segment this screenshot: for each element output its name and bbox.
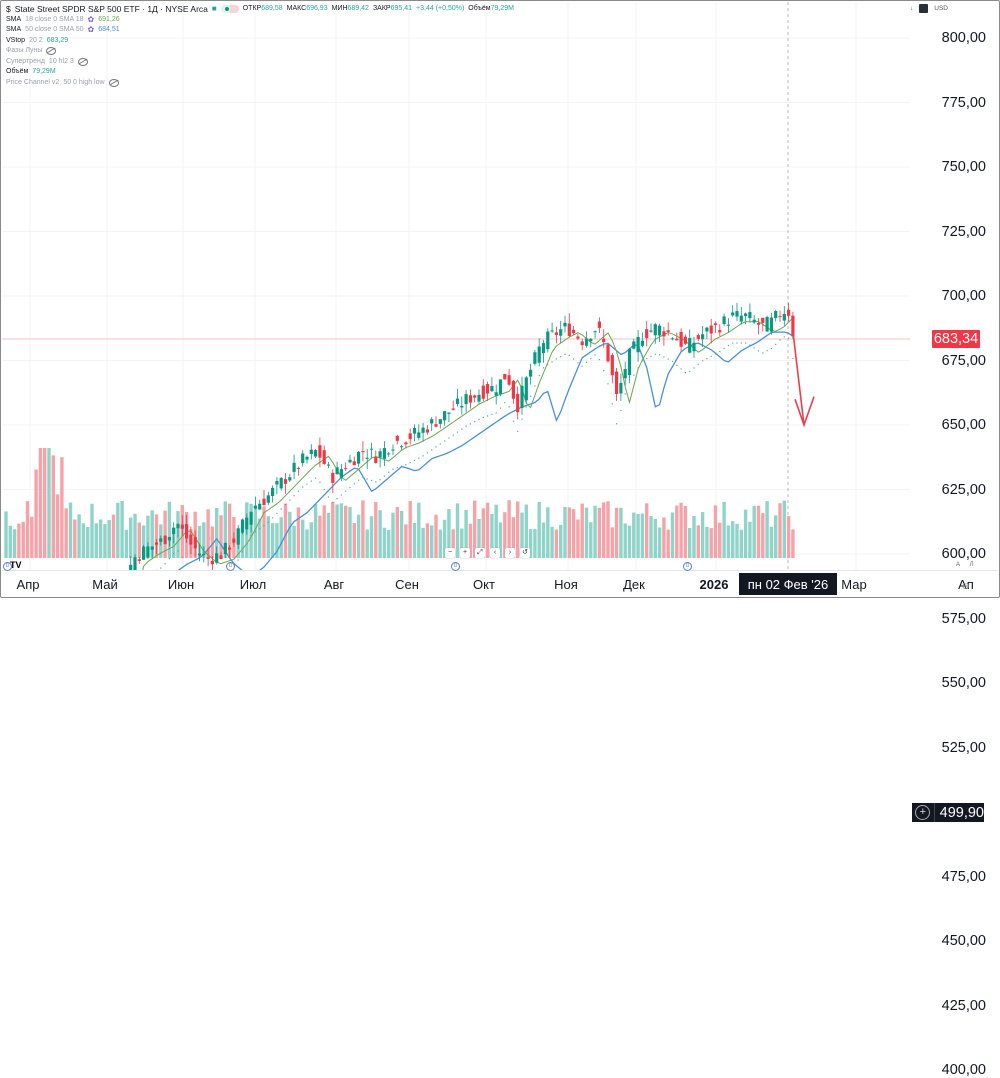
time-axis-label: Май [92, 577, 117, 592]
add-alert-button[interactable]: + [912, 803, 935, 822]
indicator-name: Объём [6, 67, 28, 78]
price-axis-label: 550,00 [942, 675, 986, 691]
indicator-name: Фазы Луны [6, 46, 42, 57]
time-axis-label: Авг [324, 577, 344, 592]
price-axis-label: 450,00 [942, 933, 986, 949]
hidden-eye-icon[interactable] [46, 47, 56, 55]
close-label: ЗАКР [373, 4, 391, 15]
hidden-eye-icon[interactable] [109, 79, 119, 87]
scroll-right-button[interactable]: › [505, 548, 515, 558]
time-axis-label: Сен [395, 577, 419, 592]
high-value: 696,93 [306, 4, 327, 15]
indicator-value: 684,51 [98, 25, 119, 36]
indicator-volume[interactable]: Объём 79,29M [6, 67, 514, 78]
volume-value: 79,29M [491, 4, 514, 15]
indicator-moon-phases[interactable]: Фазы Луны [6, 46, 514, 57]
time-axis-label: 2026 [700, 577, 729, 592]
reset-chart-button[interactable]: ↺ [520, 548, 530, 558]
indicator-params: 18 close 0 SMA 18 [25, 15, 83, 26]
open-value: 689,58 [261, 4, 282, 15]
high-label: МАКС [287, 4, 307, 15]
close-value: 695,41 [391, 4, 412, 15]
zoom-in-button[interactable]: + [460, 548, 470, 558]
dividend-marker-icon[interactable]: D [451, 562, 460, 571]
price-axis-label: 775,00 [942, 95, 986, 111]
price-axis-label: 675,00 [942, 353, 986, 369]
crosshair-price-value: 499,90 [935, 805, 984, 821]
indicator-params: 10 hl2 3 [49, 57, 74, 68]
price-axis-label: 800,00 [942, 30, 986, 46]
low-label: МИН [332, 4, 348, 15]
price-axis-label: 575,00 [942, 611, 986, 627]
indicator-value: 79,29M [32, 67, 55, 78]
time-axis-label: Апр [17, 577, 40, 592]
price-axis[interactable]: 800,00 775,00 750,00 725,00 700,00 675,00 650,… [912, 0, 998, 570]
chart-navigation: −+ ⤢ ‹ › ↺ [445, 548, 530, 558]
dividend-marker-icon[interactable]: D [3, 562, 12, 571]
dividend-marker-icon[interactable]: D [683, 562, 692, 571]
crosshair-date-tag: пн 02 Фев '26 [739, 573, 837, 595]
indicator-price-channel[interactable]: Price Channel v2 50 0 high low [6, 78, 514, 89]
volume-label: Объём [468, 4, 490, 15]
time-axis-label: Июн [168, 577, 194, 592]
last-price-tag: 683,34 [932, 330, 980, 348]
indicator-name: Супертренд [6, 57, 45, 68]
settings-gear-icon[interactable]: ✿ [88, 25, 95, 36]
price-axis-label: 525,00 [942, 740, 986, 756]
indicator-sma18[interactable]: SMA 18 close 0 SMA 18 ✿ 691,26 [6, 15, 514, 26]
price-axis-label: 400,00 [942, 1062, 986, 1078]
settings-icon[interactable]: ◎ [962, 581, 969, 590]
price-axis-label: 625,00 [942, 482, 986, 498]
indicator-params: 50 close 0 SMA 50 [25, 25, 83, 36]
change-value: +3,44 (+0,50%) [416, 4, 464, 15]
scale-mode-toggles[interactable]: А Л [956, 562, 978, 568]
indicator-vstop[interactable]: VStop 20 2 683,29 [6, 36, 514, 47]
price-axis-label: 725,00 [942, 224, 986, 240]
indicator-value: 691,26 [98, 15, 119, 26]
time-axis-label: Ноя [554, 577, 578, 592]
dollar-icon: $ [6, 4, 11, 15]
time-axis-label: Июл [240, 577, 266, 592]
settings-gear-icon[interactable]: ✿ [88, 15, 95, 26]
price-axis-label: 700,00 [942, 288, 986, 304]
price-axis-label: 425,00 [942, 998, 986, 1014]
indicator-params: 20 2 [29, 36, 43, 47]
open-label: ОТКР [243, 4, 261, 15]
crosshair-price-tag: + 499,90 [912, 803, 984, 822]
dividend-marker-icon[interactable]: D [226, 562, 235, 571]
indicator-supertrend[interactable]: Супертренд 10 hl2 3 [6, 57, 514, 68]
price-axis-label: 475,00 [942, 869, 986, 885]
plus-icon: + [915, 805, 930, 820]
low-value: 689,42 [348, 4, 369, 15]
time-axis-label: Окт [473, 577, 495, 592]
indicator-params: 50 0 high low [63, 78, 104, 89]
indicator-name: VStop [6, 36, 25, 47]
market-status-badge[interactable] [221, 5, 239, 13]
indicator-sma50[interactable]: SMA 50 close 0 SMA 50 ✿ 684,51 [6, 25, 514, 36]
legend: $ State Street SPDR S&P 500 ETF · 1Д · N… [6, 4, 514, 88]
scroll-left-button[interactable]: ‹ [490, 548, 500, 558]
price-axis-label: 650,00 [942, 417, 986, 433]
indicator-value: 683,29 [47, 36, 68, 47]
symbol-title[interactable]: State Street SPDR S&P 500 ETF · 1Д · NYS… [15, 4, 208, 15]
indicator-name: SMA [6, 25, 21, 36]
time-axis-label: Мар [841, 577, 866, 592]
price-axis-label: 750,00 [942, 159, 986, 175]
hidden-eye-icon[interactable] [78, 58, 88, 66]
flag-icon: ■ [212, 4, 217, 15]
zoom-out-button[interactable]: − [445, 548, 455, 558]
indicator-name: Price Channel v2 [6, 78, 59, 89]
indicator-name: SMA [6, 15, 21, 26]
price-axis-label: 600,00 [942, 546, 986, 562]
time-axis-label: Дек [623, 577, 645, 592]
reset-zoom-button[interactable]: ⤢ [475, 548, 485, 558]
